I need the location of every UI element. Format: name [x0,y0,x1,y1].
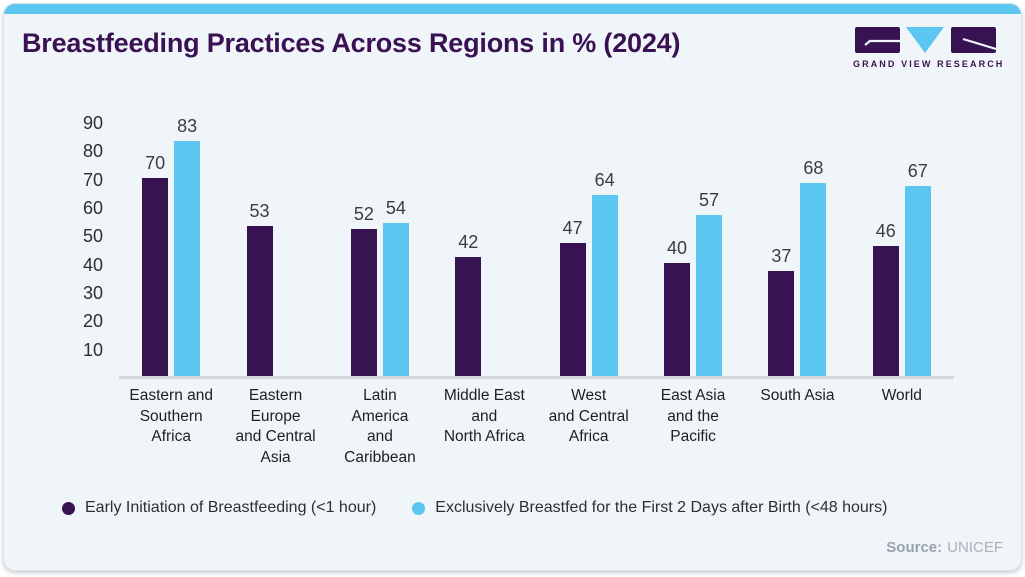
bar-slot: 42 [455,232,482,376]
x-axis-label: West and Central Africa [548,387,629,445]
x-axis-label: World [881,387,922,404]
bar [664,262,691,376]
bar-group: 46 67 [850,161,954,376]
bar [174,140,201,376]
bar [350,228,377,376]
x-axis-labels: Eastern and Southern Africa Eastern Europe an… [119,386,954,468]
bar-slot: 40 [664,237,691,376]
source-value: UNICEF [947,539,1003,556]
y-axis: 90 80 70 60 50 40 30 20 10 [4,109,119,379]
bar-value-label: 52 [353,203,374,224]
bar-slot: 68 [800,158,827,376]
bar-value-label: 46 [875,220,896,241]
y-axis-tick: 60 [82,198,103,219]
bar [768,271,795,376]
bar-value-label: 64 [594,169,615,190]
bar [872,245,899,376]
logo-wordmark: GRAND VIEW RESEARCH [853,59,1005,69]
bar-value-label: 40 [667,237,688,258]
bar-group: 47 64 [537,170,641,376]
x-axis-label: Eastern Europe and Central Asia [235,387,316,466]
x-axis-label: South Asia [760,387,835,404]
legend-swatch [62,501,75,515]
bar-group: 52 54 [328,198,432,376]
bar-slot: 53 [246,200,273,376]
bar-group: 70 83 [119,116,223,376]
chart-card: Breastfeeding Practices Across Regions i… [3,3,1022,571]
bar-value-label: 42 [458,232,479,253]
bar-group: 42 [432,232,536,376]
legend-label: Exclusively Breastfed for the First 2 Da… [435,499,888,516]
bar-group: 53 [223,201,327,376]
source-label: Source: [886,539,943,556]
legend-item: Early Initiation of Breastfeeding (<1 ho… [62,499,376,517]
bar [455,257,482,376]
bar-slot: 70 [142,152,169,376]
source-note: Source: UNICEF [886,539,1003,556]
bar-slot: 46 [872,220,899,376]
bar-value-label: 47 [562,217,583,238]
y-axis-tick: 40 [82,254,103,275]
bar [382,223,409,376]
x-axis-label: Eastern and Southern Africa [129,387,213,445]
bar-slot: 52 [350,203,377,376]
legend-item: Exclusively Breastfed for the First 2 Da… [412,499,887,517]
bar-value-label: 68 [803,158,824,179]
x-axis-label: East Asia and the Pacific [660,387,726,445]
bar-value-label: 37 [771,246,792,267]
bar-slot: 64 [591,169,618,376]
bar-value-label: 70 [145,152,166,173]
bar [904,186,931,376]
bar [142,177,169,376]
x-axis-label: Latin America and Caribbean [344,387,416,466]
legend-swatch [412,501,426,515]
bar [800,183,827,376]
bar-slot: 54 [382,198,409,376]
bar-slot: 67 [904,161,931,376]
bar [696,214,723,376]
bar-group: 37 68 [745,158,849,376]
bar-value-label: 67 [907,161,928,182]
y-axis-tick: 50 [82,226,103,247]
bar-value-label: 54 [385,198,406,219]
bar-slot: 57 [696,189,723,376]
accent-strip [4,4,1021,14]
x-axis-label: Middle East and North Africa [443,387,525,445]
bar [246,225,273,376]
y-axis-tick: 80 [82,141,103,162]
bar-value-label: 83 [177,115,198,136]
y-axis-tick: 10 [82,339,103,360]
page-title: Breastfeeding Practices Across Regions i… [22,28,681,58]
legend: Early Initiation of Breastfeeding (<1 ho… [62,499,887,517]
legend-label: Early Initiation of Breastfeeding (<1 ho… [85,499,377,516]
bar-value-label: 53 [249,200,270,221]
bar-slot: 47 [559,217,586,376]
bar-group: 40 57 [641,190,745,376]
bar [559,242,586,376]
y-axis-tick: 90 [82,113,103,134]
bar-slot: 83 [174,115,201,376]
bar-value-label: 57 [699,189,720,210]
y-axis-tick: 70 [82,169,103,190]
y-axis-tick: 30 [82,283,103,304]
bar-chart: 90 80 70 60 50 40 30 20 10 70 83 53 52 54 42 47 64 40 57 3… [4,109,954,379]
bar [591,194,618,376]
plot-area: 70 83 53 52 54 42 47 64 40 57 37 68 46 67 [119,109,954,379]
y-axis-tick: 20 [82,311,103,332]
bar-slot: 37 [768,246,795,376]
grand-view-research-logo: GRAND VIEW RESEARCH [853,25,1005,69]
gvr-logo-icon [855,27,996,53]
